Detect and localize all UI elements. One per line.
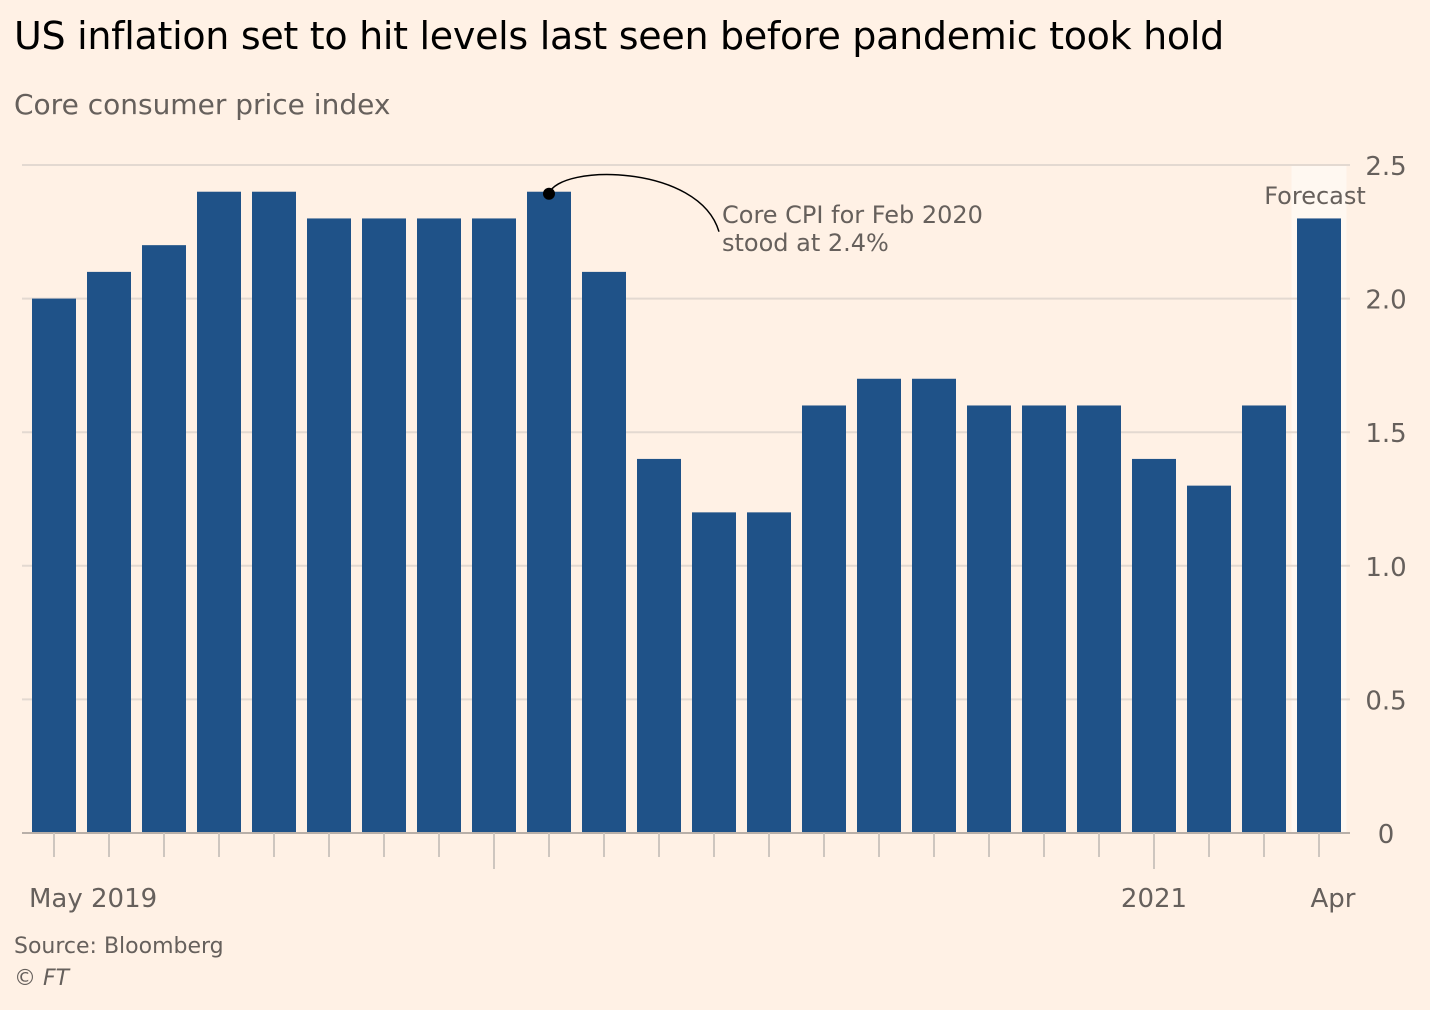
bar xyxy=(967,405,1011,833)
y-tick-label: 2.0 xyxy=(1365,286,1406,316)
annotation-text: Core CPI for Feb 2020 xyxy=(722,201,983,229)
annotation-leader-line xyxy=(548,173,720,232)
bar xyxy=(1022,405,1066,833)
bar xyxy=(362,218,406,833)
bar xyxy=(912,378,956,833)
bar xyxy=(527,191,571,834)
bar xyxy=(87,271,131,833)
bar-chart: 0 0.5 1.0 1.5 2.0 2.5 May 2019 2021 Apr Forecast C… xyxy=(22,152,1407,914)
bar xyxy=(857,378,901,833)
bar xyxy=(1077,405,1121,833)
bar xyxy=(32,298,76,834)
y-tick-label: 1.0 xyxy=(1365,553,1406,583)
bar xyxy=(1132,458,1176,833)
chart-subtitle: Core consumer price index xyxy=(14,88,391,121)
bar xyxy=(582,271,626,833)
chart-title: US inflation set to hit levels last seen… xyxy=(14,14,1224,58)
copyright-symbol: © xyxy=(14,966,36,991)
annotation-dot xyxy=(543,187,555,200)
bar xyxy=(692,512,736,833)
bar xyxy=(747,512,791,833)
bar xyxy=(252,191,296,834)
bar xyxy=(1242,405,1286,833)
annotation-text: stood at 2.4% xyxy=(722,229,889,257)
bar xyxy=(1187,485,1231,833)
bar xyxy=(307,218,351,833)
bar xyxy=(142,245,186,833)
ft-brand: FT xyxy=(43,966,70,991)
bar xyxy=(637,458,681,833)
bar xyxy=(472,218,516,833)
bar xyxy=(1297,218,1341,833)
source-note: Source: Bloomberg xyxy=(14,934,224,959)
forecast-label: Forecast xyxy=(1264,182,1366,210)
copyright-note: © FT xyxy=(14,966,69,991)
y-tick-label: 0.5 xyxy=(1365,686,1406,716)
y-tick-label: 1.5 xyxy=(1365,419,1406,449)
y-tick-label: 0 xyxy=(1378,820,1395,850)
bar xyxy=(417,218,461,833)
bar xyxy=(197,191,241,834)
y-tick-label: 2.5 xyxy=(1365,152,1406,182)
x-tick-label: 2021 xyxy=(1121,884,1187,914)
x-tick-label: May 2019 xyxy=(29,884,157,914)
bar xyxy=(802,405,846,833)
x-tick-label: Apr xyxy=(1311,884,1356,914)
